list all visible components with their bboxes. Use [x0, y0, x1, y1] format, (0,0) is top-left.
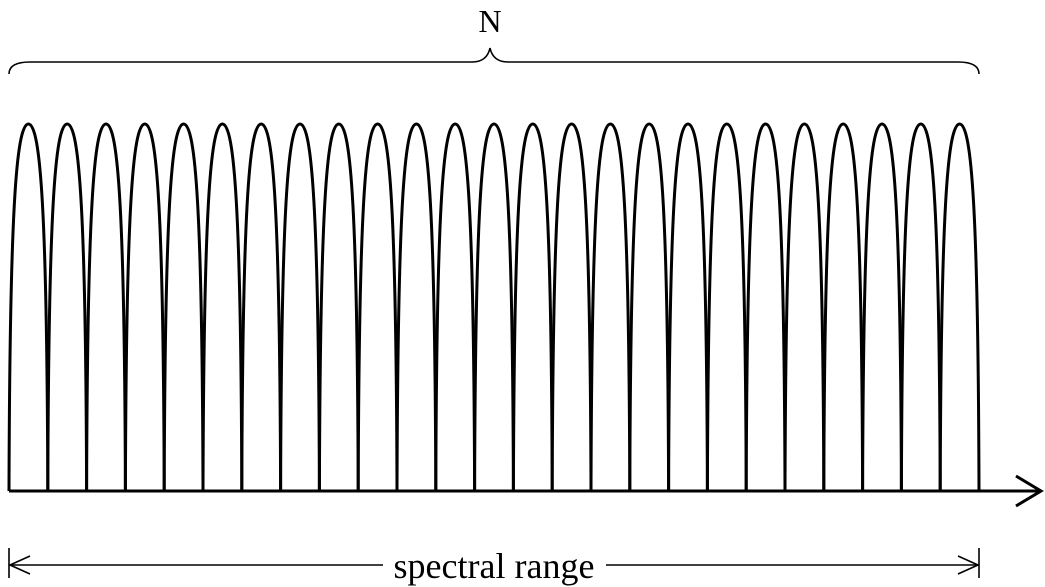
channel-lobe	[201, 122, 244, 492]
channel-lobe	[395, 122, 438, 492]
channel-lobe	[162, 122, 205, 492]
channel-lobe	[822, 122, 865, 492]
channel-lobe	[279, 122, 321, 492]
channel-lobe	[317, 122, 360, 492]
channel-lobe	[744, 122, 787, 492]
channel-lobe	[123, 122, 166, 492]
spectral-range-label: spectral range	[394, 546, 595, 586]
channel-lobe	[46, 122, 89, 492]
channel-lobe	[861, 122, 903, 492]
channel-lobe	[473, 122, 515, 492]
channel-lobe	[705, 122, 748, 492]
spectral-range-left-arrowhead	[8, 555, 31, 575]
channel-lobe	[511, 122, 554, 492]
channel-count-brace	[8, 47, 980, 75]
spectral-axis-arrowhead	[1015, 474, 1044, 508]
channel-lobe	[783, 122, 826, 492]
channel-count-label: N	[478, 3, 501, 39]
channel-lobe	[7, 122, 50, 492]
channel-lobe	[667, 122, 709, 492]
channel-lobe	[85, 122, 127, 492]
channel-lobe	[434, 122, 477, 492]
channel-lobe	[628, 122, 671, 492]
channel-lobe	[550, 122, 593, 492]
channel-lobe	[938, 122, 981, 492]
spectral-range-right-arrowhead	[957, 555, 980, 575]
channel-lobe	[356, 122, 399, 492]
channel-lobe	[240, 122, 283, 492]
channel-lobes	[7, 122, 981, 492]
channel-lobe	[589, 122, 632, 492]
channel-lobe	[899, 122, 942, 492]
